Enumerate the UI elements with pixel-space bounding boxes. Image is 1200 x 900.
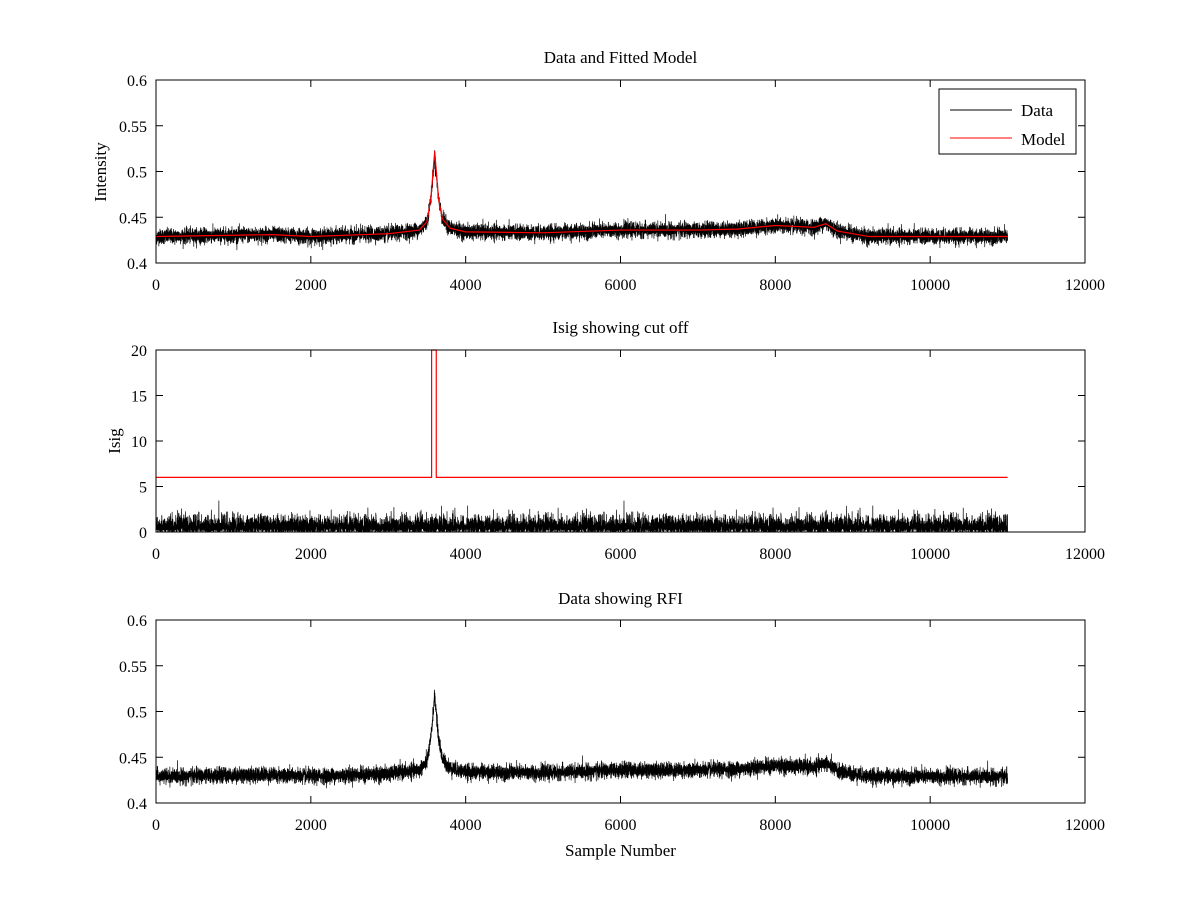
plot-lines xyxy=(155,689,1008,789)
legend-label-data: Data xyxy=(1021,101,1054,120)
y-tick-label: 15 xyxy=(131,389,147,406)
axes-frame xyxy=(155,79,1086,264)
y-tick-label: 0 xyxy=(139,525,147,542)
axis-ticks: 0 2000 4000 6000 8000 10000 12000 0 5 10 15 20 xyxy=(131,343,1105,563)
x-tick-label: 8000 xyxy=(759,546,791,563)
chart-title: Isig showing cut off xyxy=(552,318,688,337)
legend-label-model: Model xyxy=(1021,130,1066,149)
x-tick-label: 6000 xyxy=(605,817,637,834)
y-tick-label: 0.55 xyxy=(119,119,147,136)
y-tick-label: 0.45 xyxy=(119,750,147,767)
y-axis-label: Intensity xyxy=(91,142,110,202)
y-tick-label: 0.5 xyxy=(127,165,147,182)
panel-data-and-fitted-model: Data and Fitted Model Intensity 0 2000 400… xyxy=(91,48,1105,294)
x-tick-label: 2000 xyxy=(295,546,327,563)
y-tick-label: 0.45 xyxy=(119,210,147,227)
x-tick-label: 0 xyxy=(152,817,160,834)
y-tick-label: 0.6 xyxy=(127,73,147,90)
x-tick-label: 6000 xyxy=(605,277,637,294)
y-tick-label: 20 xyxy=(131,343,147,360)
legend: Data Model xyxy=(938,88,1077,155)
axes-frame xyxy=(155,619,1086,804)
x-tick-label: 8000 xyxy=(759,277,791,294)
axes-frame xyxy=(155,349,1086,533)
y-tick-label: 0.55 xyxy=(119,659,147,676)
y-tick-label: 0.5 xyxy=(127,705,147,722)
x-tick-label: 0 xyxy=(152,277,160,294)
y-tick-label: 0.4 xyxy=(127,796,147,813)
x-axis-label: Sample Number xyxy=(565,841,676,860)
x-tick-label: 10000 xyxy=(910,546,950,563)
x-tick-label: 12000 xyxy=(1065,817,1105,834)
y-tick-label: 0.6 xyxy=(127,613,147,630)
series-isig xyxy=(155,500,1008,533)
series-data xyxy=(155,149,1008,251)
panel-data-showing-rfi: Data showing RFI Sample Number 0 2000 4000… xyxy=(119,589,1105,860)
plot-lines xyxy=(155,149,1008,251)
x-tick-label: 8000 xyxy=(759,817,791,834)
x-tick-label: 4000 xyxy=(450,817,482,834)
chart-title: Data showing RFI xyxy=(558,589,683,608)
x-tick-label: 0 xyxy=(152,546,160,563)
x-tick-label: 2000 xyxy=(295,817,327,834)
y-tick-label: 5 xyxy=(139,480,147,497)
y-tick-label: 0.4 xyxy=(127,256,147,273)
x-tick-label: 4000 xyxy=(450,546,482,563)
legend-box xyxy=(938,88,1077,155)
x-tick-label: 12000 xyxy=(1065,277,1105,294)
chart-title: Data and Fitted Model xyxy=(544,48,698,67)
x-tick-label: 4000 xyxy=(450,277,482,294)
series-data xyxy=(155,689,1008,789)
x-tick-label: 12000 xyxy=(1065,546,1105,563)
panel-isig-showing-cut-off: Isig showing cut off Isig 0 2000 4000 6000 8… xyxy=(105,318,1105,563)
x-tick-label: 10000 xyxy=(910,277,950,294)
x-tick-label: 6000 xyxy=(605,546,637,563)
series-model xyxy=(155,150,1008,238)
axis-ticks: 0 2000 4000 6000 8000 10000 12000 0.4 0.45 0.5 0.5… xyxy=(119,73,1105,294)
y-tick-label: 10 xyxy=(131,434,147,451)
x-tick-label: 2000 xyxy=(295,277,327,294)
x-tick-label: 10000 xyxy=(910,817,950,834)
y-axis-label: Isig xyxy=(105,428,124,454)
